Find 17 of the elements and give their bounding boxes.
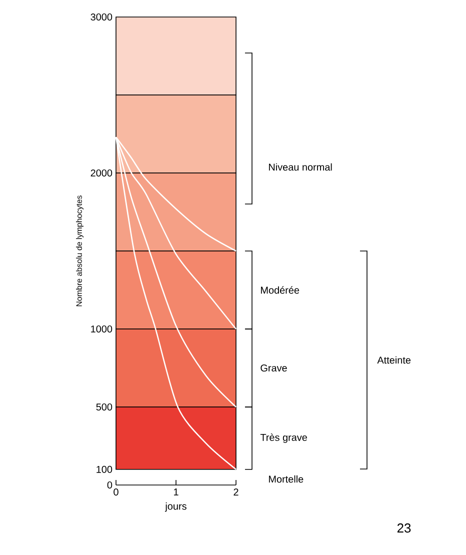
x-axis-title: jours (164, 502, 186, 512)
y-tick-label: 3000 (90, 13, 112, 21)
x-tick-label: 1 (174, 488, 178, 496)
text: Atteinte (377, 356, 411, 364)
y-tick-label: 500 (96, 403, 112, 411)
band-label: Très grave (260, 433, 307, 443)
y-tick-label: 0 (107, 481, 112, 489)
text: 23 (397, 523, 411, 533)
y-tick-label: 2000 (90, 169, 112, 177)
x-tick-label: 0 (114, 488, 118, 496)
y-tick-label: 1000 (91, 325, 112, 333)
band-label: Modérée (261, 286, 300, 294)
text: Niveau normal (269, 163, 332, 171)
x-tick-label: 2 (234, 488, 238, 496)
text: Mortelle (269, 475, 304, 483)
band-label: Grave (260, 364, 287, 372)
y-tick-label: 100 (96, 466, 112, 473)
